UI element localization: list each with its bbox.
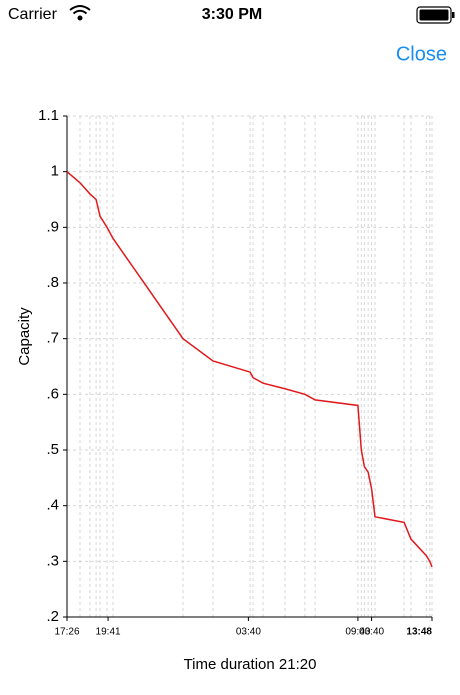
x-tick-label: 03:40 bbox=[236, 627, 261, 638]
data-line bbox=[66, 171, 433, 568]
x-tick-label: 19:41 bbox=[96, 627, 121, 638]
close-button[interactable]: Close bbox=[396, 43, 447, 65]
y-tick-label: .6 bbox=[46, 385, 59, 402]
y-tick-label: .5 bbox=[46, 441, 59, 458]
x-tick-label: 03:40 bbox=[359, 627, 384, 638]
y-tick-label: .7 bbox=[46, 330, 59, 347]
y-tick-label: 1.1 bbox=[38, 107, 59, 124]
battery-icon bbox=[416, 6, 455, 24]
chart: .2.3.4.5.6.7.8.911.117:26 19:41 03:40 09:40… bbox=[16, 107, 433, 673]
y-tick-label: 1 bbox=[51, 163, 59, 180]
y-tick-label: .4 bbox=[46, 497, 59, 514]
y-tick-label: .2 bbox=[46, 608, 59, 625]
clock: 3:30 PM bbox=[202, 6, 262, 23]
y-tick-label: .3 bbox=[46, 552, 59, 569]
x-axis-label: Time duration 21:20 bbox=[184, 656, 317, 673]
wifi-icon bbox=[69, 5, 91, 21]
x-tick-label: 17:26 bbox=[54, 627, 79, 638]
x-tick-label: 09:40 bbox=[345, 627, 370, 638]
x-tick-label: 13:48 bbox=[406, 627, 432, 638]
y-tick-label: .8 bbox=[46, 274, 59, 291]
y-axis-label: Capacity bbox=[16, 307, 33, 366]
carrier: Carrier bbox=[8, 6, 58, 23]
y-tick-label: .9 bbox=[46, 218, 59, 235]
